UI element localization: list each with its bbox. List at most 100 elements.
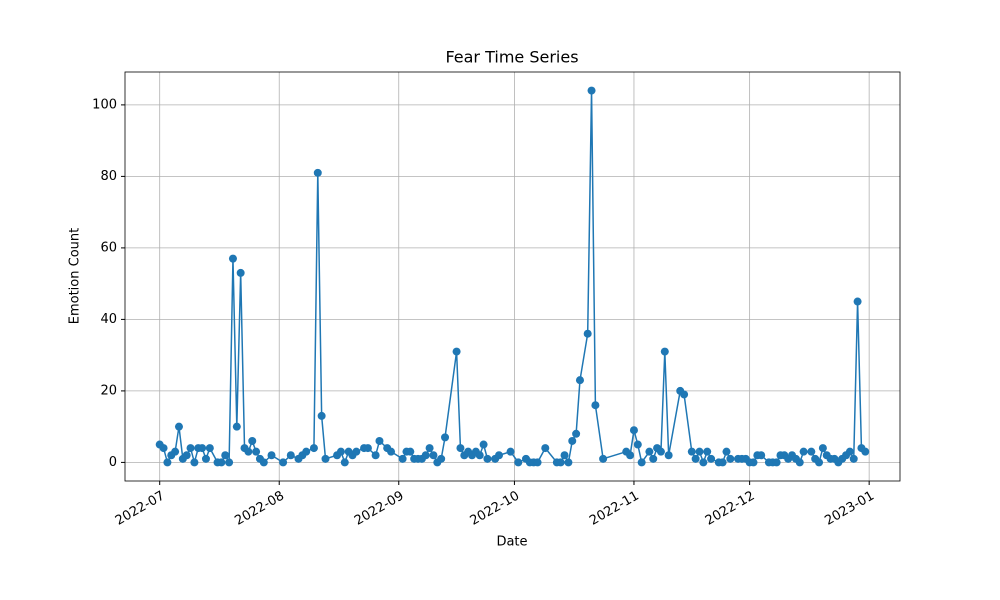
marker [815,458,824,467]
marker [749,458,758,467]
marker [645,447,654,456]
marker [568,436,577,445]
marker [302,447,311,456]
marker [375,436,384,445]
marker [861,447,870,456]
marker [437,454,446,463]
marker [849,454,858,463]
y-tick-label: 100 [92,97,117,112]
marker [228,254,237,263]
marker [279,458,288,467]
marker [163,458,172,467]
marker [441,433,450,442]
marker [363,444,372,453]
marker [845,447,854,456]
marker [159,444,168,453]
marker [695,447,704,456]
marker [699,458,708,467]
y-tick-label: 60 [100,240,117,255]
x-axis-label: Date [496,535,527,550]
marker [722,447,731,456]
marker [637,458,646,467]
marker [583,329,592,338]
marker [664,451,673,460]
marker [182,451,191,460]
marker [429,451,438,460]
marker [680,390,689,399]
marker [633,440,642,449]
marker [660,347,669,356]
marker [599,454,608,463]
marker [726,454,735,463]
marker [174,422,183,431]
marker [221,451,230,460]
marker [371,451,380,460]
marker [352,447,361,456]
marker [248,436,257,445]
marker [626,451,635,460]
marker [795,458,804,467]
marker [198,444,207,453]
marker [190,458,199,467]
marker [259,458,268,467]
marker [387,447,396,456]
marker [560,451,569,460]
marker [853,297,862,306]
marker [456,444,465,453]
marker [799,447,808,456]
marker [340,458,349,467]
marker [656,447,665,456]
marker [506,447,515,456]
marker [556,458,565,467]
marker [479,440,488,449]
marker [225,458,234,467]
marker [336,447,345,456]
marker [171,447,180,456]
y-tick-label: 20 [100,383,117,398]
marker [309,444,318,453]
marker [205,444,214,453]
marker [201,454,210,463]
marker [406,447,415,456]
marker [807,447,816,456]
y-axis-label: Emotion Count [68,228,83,324]
marker [267,451,276,460]
marker [707,454,716,463]
marker [564,458,573,467]
marker [541,444,550,453]
marker [475,451,484,460]
marker [217,458,226,467]
marker [533,458,542,467]
marker [452,347,461,356]
marker [514,458,523,467]
marker [575,376,584,385]
marker [691,454,700,463]
marker [629,426,638,435]
marker [244,447,253,456]
marker [587,86,596,95]
marker [425,444,434,453]
marker [649,454,658,463]
marker [495,451,504,460]
marker [772,458,781,467]
marker [252,447,261,456]
marker [572,429,581,438]
chart-title: Fear Time Series [445,48,578,67]
marker [591,401,600,410]
marker [687,447,696,456]
marker [321,454,330,463]
marker [757,451,766,460]
marker [286,451,295,460]
y-tick-label: 80 [100,169,117,184]
marker [818,444,827,453]
marker [421,451,430,460]
plot-frame [124,71,901,482]
marker [313,168,322,177]
marker [317,411,326,420]
marker [718,458,727,467]
y-tick-label: 0 [109,455,117,470]
marker [232,422,241,431]
marker [236,268,245,277]
